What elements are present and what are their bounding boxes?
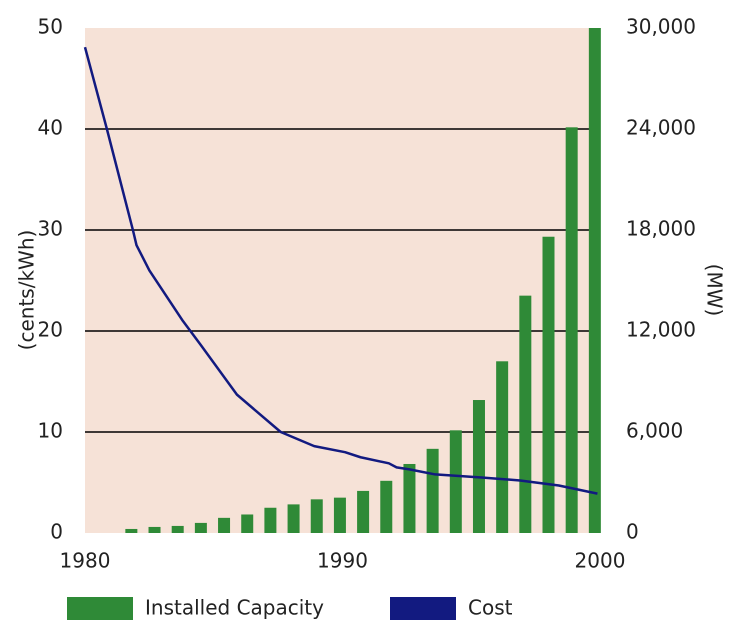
bar — [218, 517, 231, 533]
bar — [264, 507, 277, 533]
y-tick-label: 20 — [38, 318, 63, 342]
bar — [449, 430, 462, 533]
legend-swatch — [390, 597, 456, 620]
bar — [565, 127, 578, 534]
bar — [241, 514, 254, 533]
x-tick-label: 1980 — [60, 549, 111, 573]
bar — [542, 236, 555, 533]
y-axis-label: (cents/kWh) — [15, 230, 39, 351]
y2-tick-label: 0 — [626, 520, 639, 544]
legend-label: Cost — [468, 596, 513, 620]
y2-axis-label: (MW) — [703, 264, 727, 317]
bar — [287, 504, 300, 533]
y-tick-label: 50 — [38, 15, 63, 39]
y2-tick-label: 24,000 — [626, 116, 696, 140]
legend-label: Installed Capacity — [145, 596, 324, 620]
y2-tick-label: 6,000 — [626, 419, 683, 443]
bar — [357, 490, 370, 533]
y-tick-label: 30 — [38, 217, 63, 241]
bar — [310, 499, 323, 533]
x-tick-label: 1990 — [317, 549, 368, 573]
x-tick-label: 2000 — [575, 549, 626, 573]
legend-swatch — [67, 597, 133, 620]
bar — [496, 361, 509, 533]
line — [83, 46, 598, 495]
bar — [171, 525, 184, 533]
bar — [194, 522, 207, 533]
y-tick-label: 0 — [50, 520, 63, 544]
bar — [333, 497, 346, 533]
bar — [403, 463, 416, 533]
bar — [588, 28, 601, 533]
y2-tick-label: 18,000 — [626, 217, 696, 241]
y-tick-label: 10 — [38, 419, 63, 443]
bar — [519, 295, 532, 533]
y2-tick-label: 12,000 — [626, 318, 696, 342]
plot-background — [85, 28, 600, 533]
bar — [472, 400, 485, 533]
y-tick-label: 40 — [38, 116, 63, 140]
bar — [380, 480, 393, 533]
bar — [426, 448, 439, 533]
y2-tick-label: 30,000 — [626, 15, 696, 39]
bar — [125, 528, 138, 533]
bar — [148, 526, 161, 533]
